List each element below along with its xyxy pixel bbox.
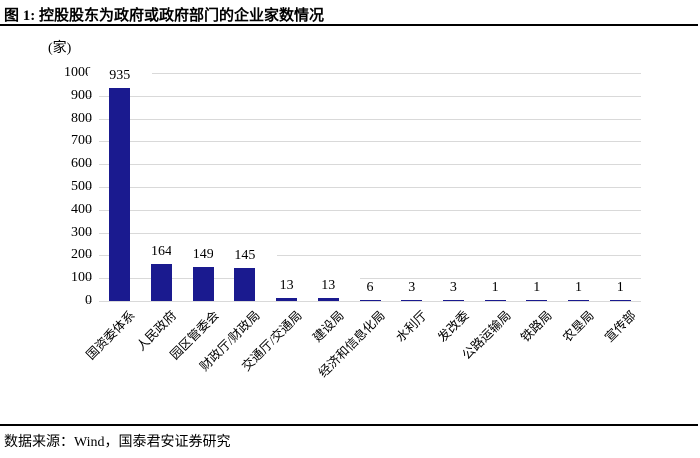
y-axis-tick <box>87 141 92 143</box>
y-axis-tick-label: 500 <box>71 179 92 194</box>
gridline <box>99 255 641 257</box>
y-axis-tick-label: 900 <box>71 87 92 103</box>
y-axis-tick-label: 100 <box>71 270 92 286</box>
y-axis-tick-label: 400 <box>71 201 92 217</box>
bar-value-label: 145 <box>212 248 277 263</box>
x-axis-category-label: 发改委 <box>435 308 472 345</box>
bar <box>109 88 131 301</box>
bar <box>276 298 298 301</box>
gridline <box>99 95 641 97</box>
y-axis-tick <box>87 209 92 211</box>
x-axis-category-label: 建设局 <box>310 308 347 345</box>
y-axis-tick-label: 600 <box>71 156 92 172</box>
y-axis-tick <box>87 278 92 280</box>
footer-divider <box>0 424 698 426</box>
gridline <box>99 209 641 211</box>
x-axis-category-label: 国资委体系 <box>83 308 139 363</box>
bar <box>526 300 548 301</box>
y-axis-tick <box>87 95 92 97</box>
bar <box>317 298 339 301</box>
y-axis-tick-label: 300 <box>71 224 92 240</box>
y-axis-unit-label: (家) <box>48 41 72 56</box>
y-axis-tick-label: 200 <box>71 247 92 263</box>
y-axis-tick <box>87 187 92 188</box>
gridline <box>99 118 641 120</box>
x-axis-category-label: 农垦局 <box>560 308 597 345</box>
gridline <box>99 141 641 143</box>
bar <box>192 267 214 301</box>
gridline <box>99 232 641 234</box>
bar-value-label: 1 <box>588 280 653 295</box>
y-axis-tick <box>87 164 92 166</box>
y-axis-tick-label: 0 <box>85 293 92 308</box>
y-axis-tick-label: 1000 <box>64 65 92 80</box>
data-source-note: 数据来源：Wind，国泰君安证券研究 <box>4 435 231 450</box>
x-axis-category-label: 水利厅 <box>393 308 430 345</box>
bar <box>151 264 172 301</box>
gridline <box>99 278 641 280</box>
gridline <box>99 301 641 302</box>
x-axis-category-label: 铁路局 <box>518 308 556 345</box>
y-axis-tick <box>87 255 92 257</box>
x-axis-category-label: 宣传部 <box>601 308 639 345</box>
bar <box>484 300 506 301</box>
title-divider <box>0 24 698 26</box>
gridline <box>99 73 641 74</box>
bar <box>568 300 589 301</box>
bar <box>359 300 381 301</box>
bar <box>401 300 423 301</box>
gridline <box>99 187 641 188</box>
bar <box>442 300 464 301</box>
bar <box>234 268 256 301</box>
y-axis-tick <box>87 232 92 234</box>
bar-value-label: 935 <box>87 68 152 83</box>
y-axis-tick-label: 800 <box>71 110 92 126</box>
gridline <box>99 164 641 166</box>
y-axis-tick <box>87 118 92 120</box>
figure-title: 图 1: 控股股东为政府或政府部门的企业家数情况 <box>4 8 324 24</box>
bar <box>609 300 631 301</box>
y-axis-tick <box>87 301 92 302</box>
y-axis-tick-label: 700 <box>71 133 92 149</box>
